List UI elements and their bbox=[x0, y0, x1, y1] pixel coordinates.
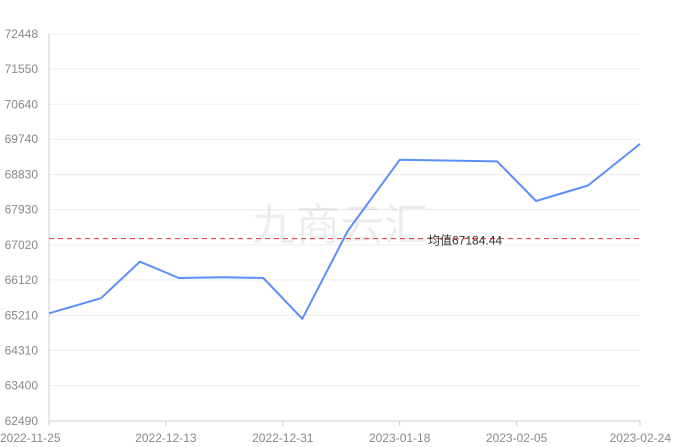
y-tick-label: 69740 bbox=[5, 132, 39, 146]
y-tick-labels: 62490 63400 64310 65210 66120 67020 67930 68830… bbox=[5, 27, 39, 428]
y-tick-label: 62490 bbox=[5, 414, 39, 428]
y-tick-label: 71550 bbox=[5, 62, 39, 76]
y-tick-label: 64310 bbox=[5, 343, 39, 357]
y-tick-label: 63400 bbox=[5, 379, 39, 393]
series-line bbox=[48, 143, 641, 320]
series-group bbox=[48, 143, 641, 320]
watermark-text: 九商云汇 bbox=[252, 200, 428, 251]
x-tick-label: 2023-02-24 bbox=[610, 431, 672, 445]
x-tick-label: 2022-11-25 bbox=[0, 431, 61, 445]
x-tick-labels: 2022-11-25 2022-12-13 2022-12-31 2023-01-18… bbox=[0, 431, 671, 445]
y-tick-label: 67020 bbox=[5, 238, 39, 252]
axes bbox=[48, 34, 641, 426]
y-tick-label: 66120 bbox=[5, 273, 39, 287]
average-label: 均值67184.44 bbox=[428, 233, 502, 248]
y-tick-label: 72448 bbox=[5, 27, 39, 41]
x-tick-label: 2022-12-31 bbox=[252, 431, 314, 445]
y-tick-label: 67930 bbox=[5, 203, 39, 217]
x-tick-label: 2022-12-13 bbox=[135, 431, 197, 445]
average-line-group: 均值67184.44 bbox=[49, 233, 640, 248]
y-tick-label: 68830 bbox=[5, 168, 39, 182]
y-tick-label: 70640 bbox=[5, 97, 39, 111]
y-tick-label: 65210 bbox=[5, 308, 39, 322]
x-tick-label: 2023-01-18 bbox=[369, 431, 431, 445]
x-tick-label: 2023-02-05 bbox=[486, 431, 548, 445]
grid-lines bbox=[49, 33, 640, 387]
